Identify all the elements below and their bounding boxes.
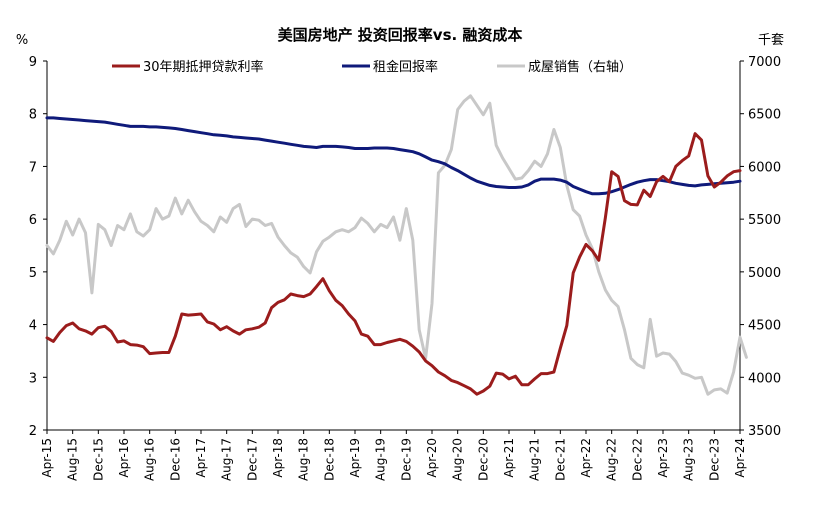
legend-label-existing-home-sales: 成屋销售（右轴） bbox=[528, 59, 632, 75]
x-tick-label: Dec-20 bbox=[476, 438, 490, 481]
legend: 30年期抵押贷款利率 租金回报率 成屋销售（右轴） bbox=[112, 59, 632, 75]
left-tick-label: 2 bbox=[29, 424, 37, 439]
x-tick-label: Apr-16 bbox=[117, 438, 131, 478]
x-tick-label: Apr-21 bbox=[502, 438, 516, 478]
legend-label-rental-yield: 租金回报率 bbox=[373, 59, 438, 75]
left-tick-label: 7 bbox=[29, 160, 37, 175]
left-tick-label: 4 bbox=[29, 319, 37, 334]
x-tick-label: Apr-18 bbox=[271, 438, 285, 478]
right-tick-label: 5500 bbox=[748, 213, 781, 228]
mortgage-rate-line bbox=[45, 132, 742, 396]
left-axis-unit: % bbox=[16, 33, 28, 48]
x-tick-label: Dec-16 bbox=[168, 438, 182, 481]
plot-area: 2 3 4 5 6 7 8 9 3500 4000 4500 5000 5500 6000 6500 7000… bbox=[29, 55, 781, 481]
left-tick-label: 9 bbox=[29, 55, 37, 70]
x-tick-label: Aug-22 bbox=[605, 438, 619, 481]
right-tick-label: 6500 bbox=[748, 108, 781, 123]
right-tick-label: 3500 bbox=[748, 424, 781, 439]
x-tick-label: Dec-18 bbox=[322, 438, 336, 481]
right-tick-label: 5000 bbox=[748, 266, 781, 281]
right-axis-unit: 千套 bbox=[758, 32, 784, 48]
right-tick-label: 6000 bbox=[748, 160, 781, 175]
x-tick-label: Dec-22 bbox=[630, 438, 644, 481]
x-tick-label: Dec-19 bbox=[399, 438, 413, 481]
left-tick-label: 3 bbox=[29, 371, 37, 386]
x-tick-label: Apr-24 bbox=[733, 438, 747, 478]
x-tick-label: Apr-23 bbox=[656, 438, 670, 478]
left-tick-label: 8 bbox=[29, 108, 37, 123]
x-tick-label: Apr-19 bbox=[348, 438, 362, 478]
left-tick-label: 6 bbox=[29, 213, 37, 228]
x-tick-label: Apr-20 bbox=[425, 438, 439, 478]
x-tick-label: Dec-23 bbox=[707, 438, 721, 481]
x-tick-label: Aug-20 bbox=[451, 438, 465, 481]
x-tick-label: Aug-19 bbox=[374, 438, 388, 481]
x-tick-label: Apr-15 bbox=[40, 438, 54, 478]
x-tick-label: Apr-17 bbox=[194, 438, 208, 478]
right-tick-label: 4000 bbox=[748, 371, 781, 386]
x-tick-label: Aug-18 bbox=[297, 438, 311, 481]
x-tick-label: Aug-16 bbox=[143, 438, 157, 481]
x-tick-label: Aug-21 bbox=[528, 438, 542, 481]
x-tick-label: Dec-15 bbox=[91, 438, 105, 481]
x-tick-label: Dec-17 bbox=[245, 438, 259, 481]
x-tick-label: Aug-17 bbox=[220, 438, 234, 481]
x-tick-label: Dec-21 bbox=[553, 438, 567, 481]
chart-title: 美国房地产 投资回报率vs. 融资成本 bbox=[278, 26, 523, 44]
x-tick-label: Aug-23 bbox=[682, 438, 696, 481]
right-tick-label: 7000 bbox=[748, 55, 781, 70]
legend-label-mortgage-rate: 30年期抵押贷款利率 bbox=[143, 59, 264, 75]
left-tick-label: 5 bbox=[29, 266, 37, 281]
x-tick-label: Apr-22 bbox=[579, 438, 593, 478]
right-tick-label: 4500 bbox=[748, 319, 781, 334]
x-tick-label: Aug-15 bbox=[66, 438, 80, 481]
rental-yield-line bbox=[45, 116, 742, 196]
existing-home-sales-line bbox=[45, 94, 748, 396]
